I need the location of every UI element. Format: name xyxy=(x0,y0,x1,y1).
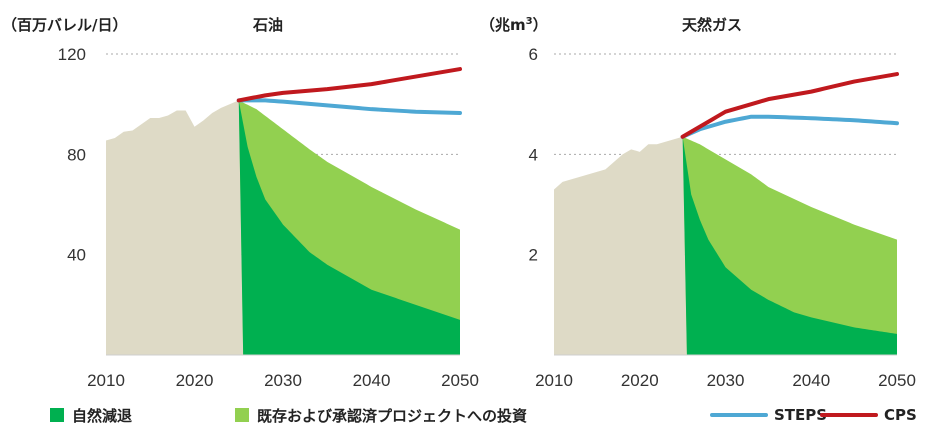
oil-x-tick-label: 2040 xyxy=(353,371,391,390)
gas-x-tick-label: 2030 xyxy=(707,371,745,390)
gas-y-tick-label: 4 xyxy=(529,145,538,164)
oil-unit-label: （百万バレル/日） xyxy=(2,16,127,34)
gas-y-tick-label: 6 xyxy=(529,45,538,64)
legend-investment: 既存および承認済プロジェクトへの投資 xyxy=(235,402,527,428)
natural-decline-swatch xyxy=(50,408,64,422)
gas-title: 天然ガス xyxy=(682,16,742,34)
cps-swatch xyxy=(820,413,878,417)
investment-label: 既存および承認済プロジェクトへの投資 xyxy=(257,406,528,425)
gas-x-tick-label: 2050 xyxy=(878,371,916,390)
gas-x-tick-label: 2040 xyxy=(792,371,830,390)
steps-label: STEPS xyxy=(774,406,828,424)
gas-unit-label: （兆m3） xyxy=(480,16,548,34)
gas-natural-decline-area xyxy=(682,136,897,355)
gas-y-tick-label: 2 xyxy=(529,246,538,265)
oil-steps-line xyxy=(236,98,462,115)
oil-x-tick-label: 2010 xyxy=(87,371,125,390)
oil-cps-line xyxy=(236,67,462,103)
cps-label: CPS xyxy=(884,406,917,424)
legend-steps: STEPS xyxy=(710,402,827,428)
oil-y-tick-label: 120 xyxy=(58,45,86,64)
natural-decline-label: 自然減退 xyxy=(72,406,133,425)
gas-history-area xyxy=(554,136,687,355)
steps-swatch xyxy=(710,413,768,417)
oil-title: 石油 xyxy=(252,16,283,34)
legend-natural-decline: 自然減退 xyxy=(50,402,132,428)
oil-y-tick-label: 80 xyxy=(67,145,86,164)
oil-y-tick-label: 40 xyxy=(67,246,86,265)
legend-cps: CPS xyxy=(820,402,917,428)
oil-natural-decline-area xyxy=(238,100,460,355)
gas-panel: 天然ガス 2 4 6 2010 2020 2030 2040 2050 xyxy=(529,16,916,390)
gas-x-tick-label: 2020 xyxy=(621,371,659,390)
gas-cps-line xyxy=(680,72,899,139)
oil-x-tick-label: 2050 xyxy=(441,371,479,390)
oil-x-tick-label: 2030 xyxy=(264,371,302,390)
oil-history-area xyxy=(106,100,244,355)
investment-swatch xyxy=(235,408,249,422)
gas-steps-line xyxy=(680,114,899,139)
oil-panel: 石油 40 80 120 2010 2020 2030 2040 2050 xyxy=(58,16,479,390)
oil-x-tick-label: 2020 xyxy=(176,371,214,390)
gas-x-tick-label: 2010 xyxy=(535,371,573,390)
